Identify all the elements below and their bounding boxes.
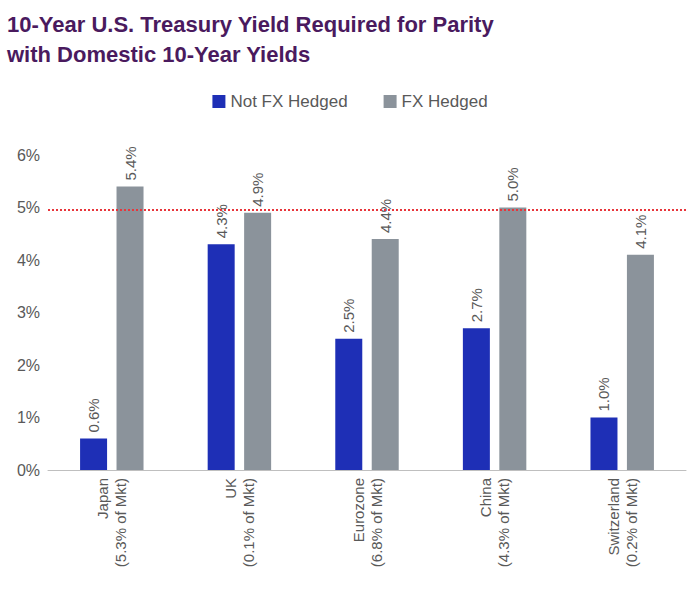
svg-text:2.7%: 2.7% bbox=[468, 288, 485, 322]
svg-text:10-Year U.S. Treasury Yield Re: 10-Year U.S. Treasury Yield Required for… bbox=[7, 12, 494, 37]
svg-text:Switzerland: Switzerland bbox=[605, 478, 622, 556]
svg-text:(0.2% of Mkt): (0.2% of Mkt) bbox=[623, 478, 640, 567]
svg-text:2%: 2% bbox=[17, 357, 40, 374]
svg-text:5.4%: 5.4% bbox=[122, 146, 139, 180]
svg-text:0.6%: 0.6% bbox=[85, 398, 102, 432]
svg-text:5%: 5% bbox=[17, 199, 40, 216]
svg-text:4.1%: 4.1% bbox=[632, 215, 649, 249]
svg-text:4%: 4% bbox=[17, 252, 40, 269]
svg-text:1.0%: 1.0% bbox=[595, 377, 612, 411]
svg-text:(4.3% of Mkt): (4.3% of Mkt) bbox=[495, 478, 512, 567]
svg-text:6%: 6% bbox=[17, 147, 40, 164]
svg-text:0%: 0% bbox=[17, 462, 40, 479]
svg-text:1%: 1% bbox=[17, 409, 40, 426]
svg-text:China: China bbox=[477, 477, 494, 517]
svg-text:Not FX Hedged: Not FX Hedged bbox=[230, 92, 347, 111]
svg-text:(0.1% of Mkt): (0.1% of Mkt) bbox=[240, 478, 257, 567]
svg-text:UK: UK bbox=[222, 478, 239, 499]
svg-text:with Domestic 10-Year Yields: with Domestic 10-Year Yields bbox=[6, 42, 310, 67]
svg-text:4.9%: 4.9% bbox=[249, 173, 266, 207]
svg-text:5.0%: 5.0% bbox=[504, 167, 521, 201]
svg-text:Eurozone: Eurozone bbox=[350, 478, 367, 542]
svg-text:2.5%: 2.5% bbox=[340, 299, 357, 333]
svg-text:(6.8% of Mkt): (6.8% of Mkt) bbox=[368, 478, 385, 567]
svg-text:3%: 3% bbox=[17, 304, 40, 321]
svg-text:4.3%: 4.3% bbox=[212, 204, 230, 239]
svg-text:Japan: Japan bbox=[94, 478, 111, 519]
svg-text:FX Hedged: FX Hedged bbox=[402, 92, 488, 111]
svg-text:(5.3% of Mkt): (5.3% of Mkt) bbox=[112, 478, 129, 567]
svg-text:4.4%: 4.4% bbox=[377, 199, 394, 233]
